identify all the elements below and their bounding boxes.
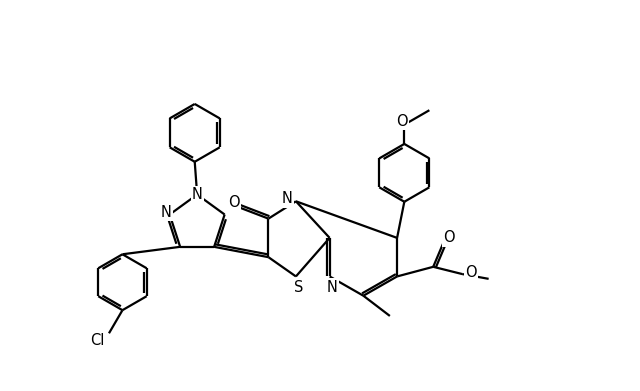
Text: O: O [228, 195, 239, 210]
Text: N: N [161, 205, 172, 220]
Text: Cl: Cl [90, 332, 104, 348]
Text: N: N [282, 191, 292, 206]
Text: O: O [443, 230, 454, 246]
Text: O: O [465, 265, 477, 280]
Text: O: O [396, 114, 408, 129]
Text: N: N [192, 187, 203, 202]
Text: N: N [326, 280, 337, 294]
Text: S: S [294, 280, 303, 294]
